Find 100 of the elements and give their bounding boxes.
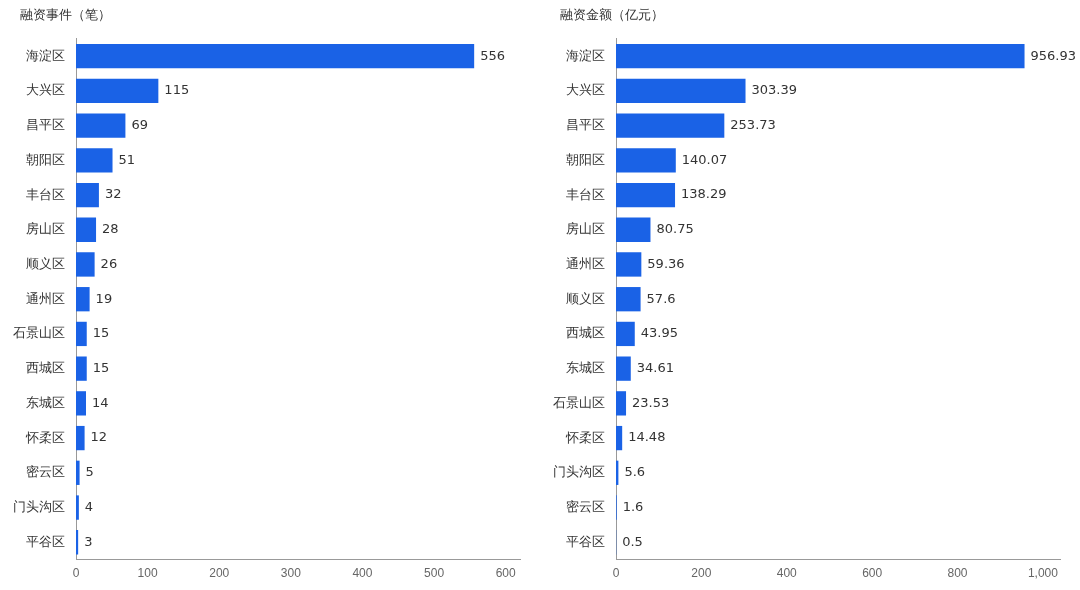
data-label: 5.6: [624, 464, 646, 480]
data-label: 28: [102, 221, 119, 237]
y-tick-label: 朝阳区: [566, 151, 605, 167]
x-tick-label: 400: [776, 566, 798, 581]
bar: [76, 460, 80, 485]
y-tick-label: 通州区: [26, 290, 65, 306]
x-tick-label: 1,000: [1027, 566, 1059, 581]
data-label: 43.95: [640, 325, 678, 341]
bar: [76, 321, 87, 347]
bar: [76, 252, 95, 277]
y-tick-label: 平谷区: [566, 533, 605, 549]
y-tick-label: 怀柔区: [25, 429, 65, 445]
data-label: 80.75: [656, 221, 694, 237]
bar: [616, 252, 642, 277]
bar: [616, 425, 623, 451]
y-tick-label: 怀柔区: [565, 429, 605, 445]
bar: [616, 78, 746, 104]
bar: [76, 182, 99, 208]
x-tick-label: 500: [424, 566, 445, 581]
data-label: 115: [164, 82, 190, 98]
bar: [616, 287, 641, 312]
data-label: 59.36: [647, 255, 685, 271]
data-label: 19: [95, 290, 113, 306]
data-label: 138.29: [681, 186, 727, 202]
y-tick-label: 西城区: [26, 360, 65, 376]
bar: [616, 391, 627, 416]
y-tick-label: 东城区: [566, 360, 605, 376]
chart-title: 融资金额（亿元）: [560, 6, 664, 24]
x-tick-label: 400: [352, 566, 373, 581]
y-tick-label: 大兴区: [566, 82, 605, 98]
bar: [76, 530, 79, 555]
bar: [616, 321, 635, 347]
x-tick-label: 200: [209, 566, 230, 581]
bar: [76, 113, 126, 138]
data-label: 23.53: [632, 394, 670, 410]
data-label: 303.39: [751, 82, 798, 98]
y-tick-label: 丰台区: [26, 186, 65, 202]
bar: [76, 356, 87, 381]
data-label: 253.73: [730, 116, 776, 132]
bar: [616, 356, 631, 381]
data-label: 12: [90, 429, 108, 445]
bar: [616, 217, 651, 242]
bar: [616, 44, 1025, 69]
y-tick-label: 门头沟区: [13, 499, 65, 515]
data-label: 0.5: [622, 533, 643, 549]
y-tick-label: 朝阳区: [26, 151, 65, 167]
bar: [76, 78, 159, 104]
bar: [76, 44, 475, 69]
x-tick-label: 100: [137, 566, 158, 581]
bar: [616, 182, 676, 208]
y-tick-label: 昌平区: [26, 117, 65, 133]
y-tick-label: 东城区: [26, 394, 65, 410]
y-tick-label: 丰台区: [566, 186, 605, 202]
bar: [76, 391, 87, 416]
bar: [76, 148, 113, 173]
y-tick-label: 石景山区: [13, 325, 65, 341]
x-tick-label: 800: [947, 566, 968, 581]
data-label: 4: [84, 498, 94, 514]
data-label: 556: [480, 47, 505, 63]
chart-title: 融资事件（笔）: [20, 6, 111, 24]
y-tick-label: 房山区: [26, 221, 65, 237]
y-tick-label: 平谷区: [26, 533, 65, 549]
bar: [616, 113, 725, 138]
bar: [76, 287, 90, 312]
y-tick-label: 密云区: [566, 499, 605, 515]
data-label: 15: [92, 360, 110, 376]
x-tick-label: 200: [691, 566, 712, 581]
data-label: 14.48: [628, 429, 666, 445]
x-tick-label: 600: [862, 566, 883, 581]
y-tick-label: 海淀区: [566, 47, 605, 63]
data-label: 1.6: [622, 498, 644, 514]
data-label: 34.61: [636, 360, 674, 376]
data-label: 5: [85, 464, 94, 480]
y-tick-label: 顺义区: [26, 256, 65, 272]
data-label: 3: [84, 533, 93, 549]
bar: [76, 217, 97, 242]
bar: [616, 148, 676, 173]
data-label: 51: [118, 151, 136, 167]
x-tick-label: 300: [280, 566, 302, 581]
y-tick-label: 密云区: [26, 464, 65, 480]
data-label: 140.07: [681, 151, 728, 167]
y-tick-label: 大兴区: [26, 82, 65, 98]
data-label: 57.6: [646, 290, 676, 306]
y-tick-label: 通州区: [566, 256, 605, 272]
y-tick-label: 西城区: [566, 325, 605, 341]
x-tick-label: 0: [612, 566, 620, 581]
bar: [76, 495, 79, 520]
y-tick-label: 门头沟区: [553, 464, 605, 480]
y-tick-label: 房山区: [566, 221, 605, 237]
data-label: 32: [104, 186, 122, 202]
y-tick-label: 石景山区: [553, 394, 605, 410]
y-tick-label: 海淀区: [26, 47, 65, 63]
bar: [76, 425, 85, 451]
data-label: 69: [131, 116, 148, 132]
x-tick-label: 600: [495, 566, 517, 581]
data-label: 26: [100, 255, 118, 271]
data-label: 15: [92, 325, 110, 341]
y-tick-label: 昌平区: [566, 117, 605, 133]
y-tick-label: 顺义区: [566, 290, 605, 306]
x-tick-label: 0: [72, 566, 80, 581]
